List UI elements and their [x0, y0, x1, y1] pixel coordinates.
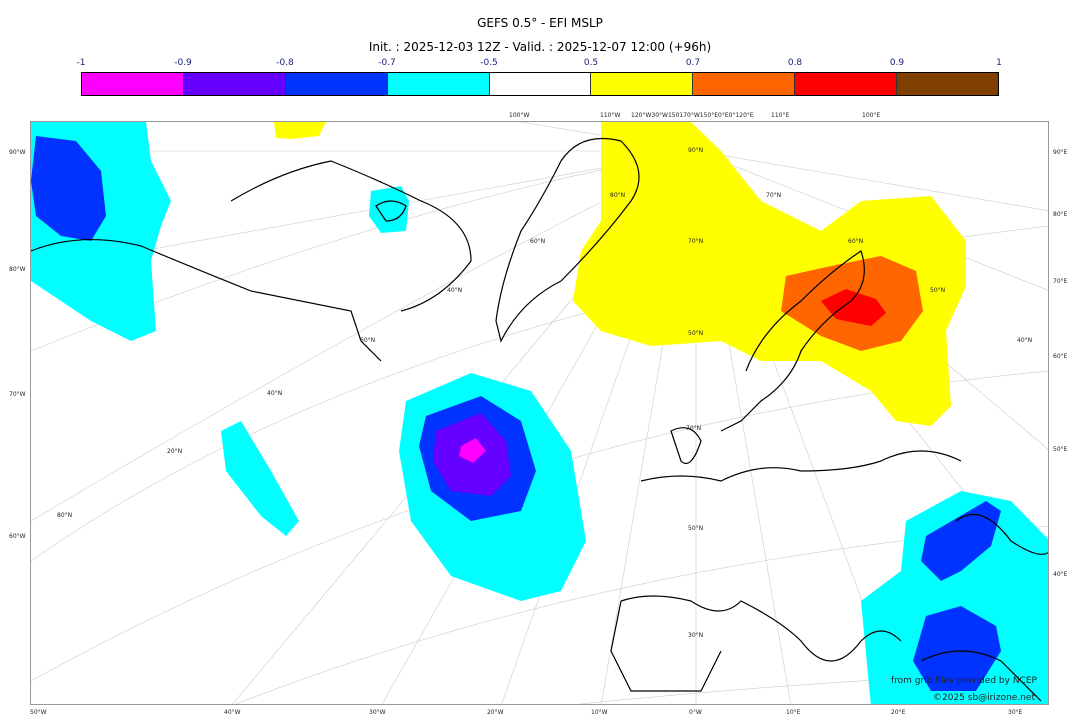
axis-label-interior: 60°N — [530, 238, 546, 245]
colorbar-tick-label: -1 — [76, 58, 86, 68]
axis-label-right: 40°E — [1053, 571, 1068, 578]
axis-label-right: 60°E — [1053, 353, 1068, 360]
colorbar-tick-label: 0.7 — [685, 58, 701, 68]
map-panel — [30, 121, 1049, 705]
axis-label-interior: 60°N — [848, 238, 864, 245]
axis-label-top: 120°W30°W150170°W150°E0°E0°120°E — [631, 112, 754, 119]
axis-label-right: 80°E — [1053, 211, 1068, 218]
axis-label-bottom: 20°E — [891, 709, 906, 716]
axis-label-left: 70°W — [9, 391, 26, 398]
colorbar-segment — [897, 73, 999, 95]
colorbar-segment — [387, 73, 490, 95]
field-cyan-strip — [221, 421, 299, 536]
axis-label-top: 110°E — [771, 112, 790, 119]
chart-title: GEFS 0.5° - EFI MSLP — [477, 16, 603, 30]
axis-label-interior: 40°N — [1017, 337, 1033, 344]
colorbar — [81, 72, 999, 96]
colorbar-tick-label: 0.5 — [583, 58, 599, 68]
colorbar-segment — [489, 73, 592, 95]
axis-label-top: 100°E — [862, 112, 881, 119]
colorbar-tick-label: 1 — [996, 58, 1002, 68]
colorbar-segment — [693, 73, 796, 95]
axis-label-interior: 30°N — [688, 632, 704, 639]
axis-label-interior: 50°N — [688, 525, 704, 532]
axis-label-interior: 60°N — [360, 337, 376, 344]
axis-label-top: 100°W — [509, 112, 530, 119]
field-blue-alaska — [31, 136, 106, 241]
efi-fields — [31, 122, 1048, 704]
axis-label-interior: 70°N — [688, 238, 704, 245]
axis-label-interior: 70°N — [766, 192, 782, 199]
axis-label-bottom: 10°W — [591, 709, 608, 716]
axis-label-bottom: 30°E — [1008, 709, 1023, 716]
axis-label-bottom: 40°W — [224, 709, 241, 716]
field-yellow-top — [274, 122, 326, 139]
colorbar-tick-label: -0.9 — [174, 58, 192, 68]
axis-label-bottom: 20°W — [487, 709, 504, 716]
axis-label-left: 60°W — [9, 533, 26, 540]
axis-label-right: 50°E — [1053, 446, 1068, 453]
copyright-credit: ©2025 sb@irizone.net — [933, 693, 1035, 703]
colorbar-tick-label: -0.7 — [378, 58, 396, 68]
colorbar-tick-label: -0.8 — [276, 58, 294, 68]
coastlines — [31, 137, 1048, 702]
axis-label-right: 90°E — [1053, 149, 1068, 156]
axis-label-bottom: 50°W — [30, 709, 47, 716]
field-red-scand — [821, 289, 886, 326]
axis-label-interior: 50°N — [688, 330, 704, 337]
colorbar-tick-label: -0.5 — [480, 58, 498, 68]
colorbar-tick-label: 0.8 — [787, 58, 803, 68]
field-magenta-atlantic — [459, 438, 486, 463]
field-blue-east1 — [921, 501, 1001, 581]
colorbar-segment — [591, 73, 694, 95]
source-credit: from grib files provided by NCEP — [891, 676, 1037, 686]
axis-label-interior: 20°N — [167, 448, 183, 455]
axis-label-top: 110°W — [600, 112, 621, 119]
axis-label-bottom: 10°E — [786, 709, 801, 716]
colorbar-segment — [183, 73, 286, 95]
axis-label-bottom: 30°W — [369, 709, 386, 716]
colorbar-segment — [795, 73, 898, 95]
field-yellow-arctic — [573, 122, 966, 426]
axis-label-interior: 90°N — [688, 147, 704, 154]
axis-label-interior: 80°N — [57, 512, 73, 519]
axis-label-right: 70°E — [1053, 278, 1068, 285]
axis-label-bottom: 0°W — [689, 709, 702, 716]
colorbar-tick-label: 0.9 — [889, 58, 905, 68]
axis-label-interior: 50°N — [930, 287, 946, 294]
axis-label-left: 80°W — [9, 266, 26, 273]
colorbar-segment — [285, 73, 388, 95]
field-cyan-hudson — [369, 186, 409, 233]
colorbar-segment — [82, 73, 184, 95]
axis-label-interior: 40°N — [267, 390, 283, 397]
field-cyan-east — [861, 491, 1048, 704]
axis-label-interior: 40°N — [447, 287, 463, 294]
axis-label-interior: 70°N — [686, 425, 702, 432]
axis-label-interior: 80°N — [610, 192, 626, 199]
axis-label-left: 90°W — [9, 149, 26, 156]
field-blue-east2 — [913, 606, 1001, 691]
chart-subtitle: Init. : 2025-12-03 12Z - Valid. : 2025-1… — [368, 40, 712, 54]
